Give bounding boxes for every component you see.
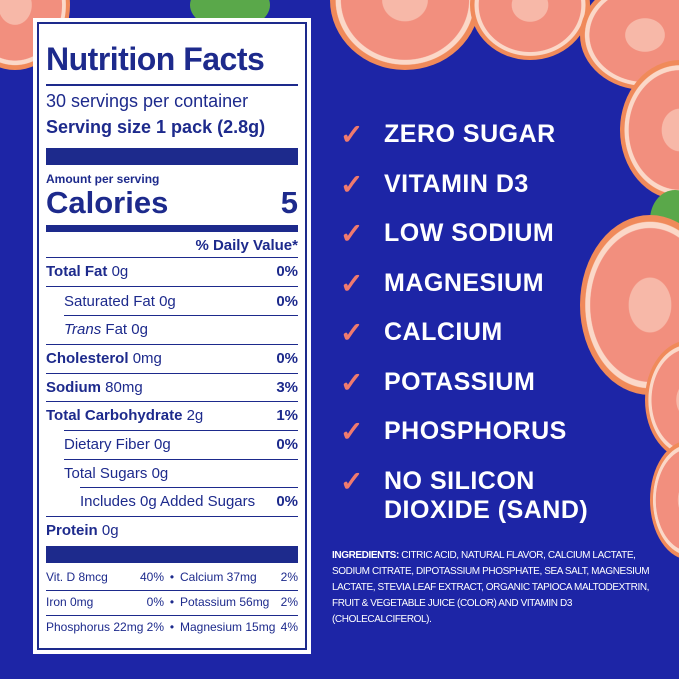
nutrient-amount: 0g [151, 465, 169, 482]
amount-per-serving: Amount per serving [46, 172, 160, 186]
nutrient-name-suffix: Fat [105, 321, 128, 338]
grapefruit-image [580, 215, 679, 395]
claim-item: ✓ PHOSPHORUS [340, 417, 634, 467]
nutrient-amount: 0g [154, 436, 171, 453]
claim-text: CALCIUM [384, 318, 503, 346]
nutrient-amount: 2g [186, 407, 204, 424]
claim-item: ✓ CALCIUM [340, 318, 634, 368]
claim-item: ✓ MAGNESIUM [340, 267, 634, 319]
vitamin-name: Calcium 37mg [179, 570, 257, 584]
vitamin-name: Magnesium 15mg [179, 620, 276, 634]
claim-text: ZERO SUGAR [384, 120, 556, 148]
ingredients-text: CITRIC ACID, NATURAL FLAVOR, CALCIUM LAC… [332, 550, 650, 625]
nutrient-dv: 0% [276, 350, 298, 367]
nutrient-name: Protein [46, 522, 98, 539]
grapefruit-image [650, 442, 679, 558]
check-icon: ✓ [340, 119, 364, 150]
claim-text: POTASSIUM [384, 367, 536, 396]
nutrient-name: Trans [64, 321, 102, 338]
nutrient-name: Cholesterol [46, 350, 129, 367]
calories-value: 5 [280, 185, 298, 220]
nutrient-amount: 80mg [105, 379, 143, 396]
vitamin-dv: 0% [146, 595, 164, 609]
nutrient-dv: 0% [276, 493, 298, 510]
claim-item: ✓ LOW SODIUM [340, 219, 634, 269]
vitamin-dv: 2% [280, 570, 298, 584]
vitamin-name: Vit. D 8mcg [46, 570, 108, 584]
check-icon: ✓ [340, 416, 364, 447]
nutrient-name: Sodium [46, 379, 101, 396]
vitamin-dv: 4% [280, 620, 298, 634]
nutrient-dv: 0% [276, 293, 298, 310]
nutrient-dv: 1% [276, 407, 298, 424]
nutrient-amount: 0g [101, 522, 119, 539]
nutrient-amount: 0g [131, 321, 148, 338]
grapefruit-image [620, 60, 679, 200]
daily-value-header: % Daily Value* [195, 237, 298, 254]
nutrient-amount: 0g [159, 293, 176, 310]
vitamin-name: Iron 0mg [46, 595, 94, 609]
vitamin-name: Potassium 56mg [179, 595, 270, 609]
label-title: Nutrition Facts [46, 41, 265, 77]
claim-text: MAGNESIUM [384, 268, 545, 297]
nutrient-dv: 0% [276, 263, 298, 280]
claim-text: NO SILICON DIOXIDE (SAND) [384, 466, 589, 524]
bullet: • [169, 570, 175, 584]
bullet: • [169, 620, 175, 634]
nutrient-amount: 0g [111, 263, 129, 280]
check-icon: ✓ [340, 366, 364, 398]
servings-per-container: 30 servings per container [46, 91, 249, 111]
serving-size: Serving size 1 pack (2.8g) [46, 117, 266, 137]
nutrient-name: Saturated Fat [64, 293, 155, 310]
grapefruit-image [330, 0, 480, 70]
ingredients: INGREDIENTS: CITRIC ACID, NATURAL FLAVOR… [332, 548, 670, 628]
check-icon: ✓ [340, 218, 364, 249]
claim-item: ✓ VITAMIN D3 [340, 168, 634, 220]
nutrient-name: Dietary Fiber [64, 436, 150, 453]
nutrient-dv: 0% [276, 436, 298, 453]
claim-text: LOW SODIUM [384, 219, 555, 247]
nutrient-name: Total Carbohydrate [46, 407, 183, 424]
grapefruit-image [645, 341, 679, 459]
vitamin-name: Phosphorus 22mg [46, 620, 144, 634]
claim-item: ✓ POTASSIUM [340, 366, 634, 418]
check-icon: ✓ [340, 168, 364, 200]
bullet: • [169, 595, 175, 609]
vitamin-dv: 2% [280, 595, 298, 609]
grapefruit-image [470, 0, 590, 60]
check-icon: ✓ [340, 465, 364, 497]
nutrient-name: Total Fat [46, 263, 108, 280]
nutrient-amount: 0mg [132, 350, 162, 367]
claim-item: ✓ ZERO SUGAR [340, 120, 634, 170]
check-icon: ✓ [340, 267, 364, 299]
ingredients-label: INGREDIENTS: [332, 550, 399, 561]
calories-label: Calories [46, 185, 169, 220]
divider-medium [46, 225, 298, 232]
nutrient-name: Includes 0g Added Sugars [80, 493, 256, 510]
nutrient-name: Total Sugars [64, 465, 148, 482]
vitamin-dv: 40% [139, 570, 164, 584]
claim-text: VITAMIN D3 [384, 169, 529, 198]
divider-thick [46, 546, 298, 563]
divider-thick [46, 148, 298, 165]
claim-text: PHOSPHORUS [384, 417, 567, 445]
claim-item: ✓ NO SILICON DIOXIDE (SAND) [340, 465, 634, 525]
vitamin-dv: 2% [146, 620, 164, 634]
check-icon: ✓ [340, 317, 364, 348]
nutrient-dv: 3% [276, 379, 298, 396]
nutrition-facts-label: Nutrition Facts 30 servings per containe… [33, 18, 311, 654]
claims-list: ✓ ZERO SUGAR ✓ VITAMIN D3 ✓ LOW SODIUM ✓ MAG… [340, 120, 634, 525]
